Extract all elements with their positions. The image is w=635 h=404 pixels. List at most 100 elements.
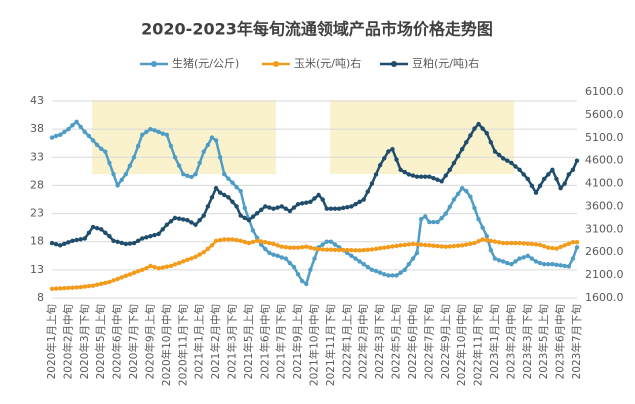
data-point (107, 279, 112, 285)
data-point (349, 253, 354, 258)
data-point (529, 183, 535, 189)
data-point (451, 160, 457, 166)
data-point (66, 126, 71, 132)
data-point (193, 254, 198, 259)
x-tick-label: 2023年3月下旬 (521, 304, 534, 379)
data-point (99, 146, 104, 152)
data-point (492, 239, 498, 244)
data-point (185, 217, 190, 223)
data-point (574, 245, 580, 250)
data-point (320, 197, 325, 202)
data-point (111, 278, 116, 283)
data-point (217, 155, 223, 160)
data-point (86, 230, 92, 235)
data-point (423, 214, 428, 219)
data-point (82, 129, 88, 135)
data-point (144, 266, 149, 271)
data-point (70, 238, 75, 243)
data-point (197, 252, 202, 257)
data-point (447, 167, 453, 173)
data-point (402, 242, 407, 248)
data-point (246, 217, 252, 223)
data-point (472, 240, 477, 246)
data-point (119, 275, 124, 280)
data-point (324, 239, 330, 244)
y-tick-label: 18 (30, 235, 44, 248)
data-point (382, 156, 387, 161)
data-point (353, 248, 358, 253)
data-point (566, 264, 571, 269)
data-point (238, 188, 243, 194)
data-point (480, 126, 485, 131)
y-tick-label: 43 (30, 94, 44, 107)
data-point (172, 215, 178, 221)
watermark (92, 100, 276, 174)
data-point (324, 247, 330, 252)
data-point (103, 149, 108, 154)
data-point (123, 273, 129, 278)
data-point (353, 256, 358, 261)
data-point (517, 167, 522, 173)
data-point (66, 285, 71, 291)
data-point (217, 237, 223, 243)
data-point (464, 242, 469, 247)
data-point (341, 247, 346, 253)
data-point (439, 179, 444, 184)
data-point (78, 237, 83, 242)
data-point (90, 283, 96, 288)
data-point (271, 252, 276, 257)
data-point (558, 244, 563, 250)
data-point (295, 272, 301, 277)
x-tick-label: 2020年9月上旬 (143, 304, 156, 379)
data-point (127, 272, 133, 277)
data-point (369, 267, 375, 273)
data-point (320, 247, 325, 252)
data-point (398, 243, 403, 248)
data-point (435, 243, 440, 249)
data-point (185, 257, 190, 262)
x-tick-label: 2021年9月上旬 (291, 304, 304, 379)
data-point (164, 132, 170, 137)
data-point (509, 262, 514, 267)
data-point (74, 119, 79, 125)
data-point (156, 231, 161, 237)
x-tick-label: 2020年2月中旬 (61, 304, 74, 379)
data-point (357, 199, 362, 205)
data-point (455, 153, 461, 159)
data-point (328, 206, 334, 211)
data-point (406, 242, 412, 247)
y2-tick-label: 3100.0 (585, 222, 624, 235)
data-point (570, 256, 576, 261)
data-point (53, 286, 59, 291)
data-point (226, 237, 231, 242)
data-point (168, 219, 174, 224)
y2-tick-label: 4600.0 (585, 154, 624, 167)
data-point (431, 175, 436, 181)
x-tick-label: 2021年5月上旬 (242, 304, 255, 379)
data-point (496, 240, 502, 245)
data-point (455, 191, 461, 197)
data-point (459, 147, 465, 152)
data-point (86, 133, 92, 139)
data-point (135, 269, 141, 274)
data-point (164, 222, 170, 227)
data-point (131, 240, 137, 246)
data-point (431, 243, 436, 248)
data-point (476, 217, 481, 222)
data-point (107, 234, 112, 239)
data-point (513, 259, 518, 264)
data-point (554, 262, 559, 267)
data-point (90, 224, 96, 230)
y-tick-label: 23 (30, 207, 44, 220)
data-point (226, 176, 231, 181)
data-point (533, 190, 539, 195)
data-point (230, 237, 235, 242)
data-point (160, 131, 165, 136)
legend-marker (151, 61, 157, 67)
data-point (312, 196, 317, 201)
data-point (431, 219, 436, 225)
data-point (464, 140, 469, 145)
data-point (250, 214, 256, 219)
data-point (74, 237, 79, 243)
data-point (172, 262, 178, 267)
